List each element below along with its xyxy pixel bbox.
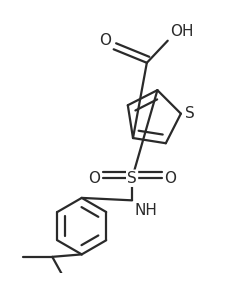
Text: S: S <box>127 171 137 186</box>
Text: O: O <box>99 33 111 48</box>
Text: O: O <box>88 171 100 186</box>
Text: S: S <box>185 106 195 121</box>
Text: OH: OH <box>170 24 193 39</box>
Text: O: O <box>164 171 176 186</box>
Text: NH: NH <box>135 203 157 218</box>
